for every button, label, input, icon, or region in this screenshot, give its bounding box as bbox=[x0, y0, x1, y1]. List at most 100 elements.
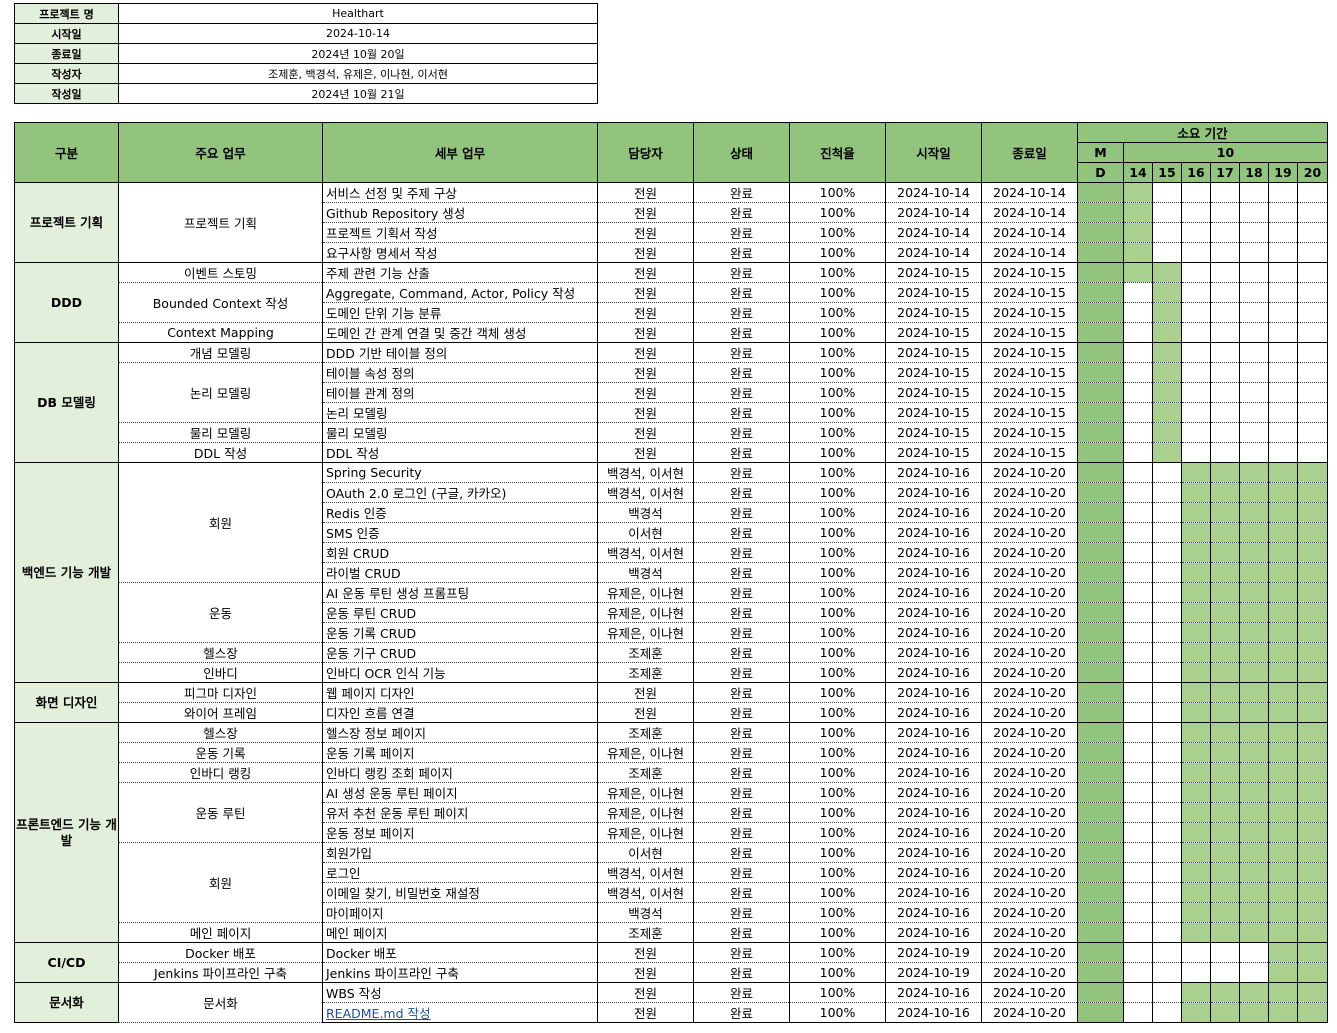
detail-task-cell: 라이벌 CRUD bbox=[322, 562, 598, 583]
end-date-cell: 2024-10-20 bbox=[981, 502, 1078, 523]
detail-task-cell: Docker 배포 bbox=[322, 942, 598, 963]
task-row: Bounded Context 작성 Aggregate, Command, Ac… bbox=[15, 282, 1328, 323]
status-cell: 완료 bbox=[693, 402, 790, 423]
owner-cell: 전원 bbox=[597, 362, 694, 383]
main-task-cell: 메인 페이지 bbox=[118, 922, 323, 943]
gantt-empty-cell bbox=[1123, 1002, 1153, 1023]
gantt-empty-cell bbox=[1123, 822, 1153, 843]
gantt-d-cell bbox=[1077, 502, 1124, 523]
gantt-empty-cell bbox=[1152, 922, 1182, 943]
detail-task-cell: Github Repository 생성 bbox=[322, 202, 598, 223]
task-row: 논리 모델링 테이블 속성 정의 전원 완료 100% 2024-10-15 2024-10… bbox=[15, 362, 1328, 423]
progress-cell: 100% bbox=[789, 362, 886, 383]
detail-task-cell: 메인 페이지 bbox=[322, 922, 598, 943]
detail-task-cell: AI 운동 루틴 생성 프롬프팅 bbox=[322, 582, 598, 603]
progress-cell: 100% bbox=[789, 862, 886, 883]
gantt-bar-cell bbox=[1210, 822, 1240, 843]
gantt-empty-cell bbox=[1239, 322, 1269, 343]
start-date-cell: 2024-10-16 bbox=[885, 842, 982, 863]
gantt-bar-cell bbox=[1297, 782, 1328, 803]
detail-task-cell: DDL 작성 bbox=[322, 442, 598, 463]
end-date-cell: 2024-10-20 bbox=[981, 1002, 1078, 1023]
gantt-bar-cell bbox=[1210, 662, 1240, 683]
detail-task-text: 요구사항 명세서 작성 bbox=[326, 246, 438, 261]
gantt-d-cell bbox=[1077, 222, 1124, 243]
detail-task-cell: 운동 기록 페이지 bbox=[322, 742, 598, 763]
status-cell: 완료 bbox=[693, 222, 790, 243]
gantt-empty-cell bbox=[1239, 402, 1269, 423]
gantt-bar-cell bbox=[1268, 862, 1298, 883]
progress-cell: 100% bbox=[789, 282, 886, 303]
gantt-bar-cell bbox=[1210, 1002, 1240, 1023]
progress-cell: 100% bbox=[789, 982, 886, 1003]
gantt-empty-cell bbox=[1123, 902, 1153, 923]
gantt-bar-cell bbox=[1297, 462, 1328, 483]
gantt-empty-cell bbox=[1152, 482, 1182, 503]
gantt-empty-cell bbox=[1210, 182, 1240, 203]
detail-task-text: AI 생성 운동 루틴 페이지 bbox=[326, 786, 458, 801]
progress-cell: 100% bbox=[789, 722, 886, 743]
status-cell: 완료 bbox=[693, 742, 790, 763]
gantt-empty-cell bbox=[1123, 302, 1153, 323]
gantt-bar-cell bbox=[1152, 442, 1182, 463]
header-period: 소요 기간 bbox=[1077, 122, 1328, 143]
detail-task-cell: AI 생성 운동 루틴 페이지 bbox=[322, 782, 598, 803]
gantt-bar-cell bbox=[1297, 642, 1328, 663]
gantt-bar-cell bbox=[1239, 762, 1269, 783]
gantt-bar-cell bbox=[1181, 582, 1211, 603]
detail-task-cell: 이메일 찾기, 비밀번호 재설정 bbox=[322, 882, 598, 903]
info-label: 작성자 bbox=[14, 63, 119, 84]
gantt-empty-cell bbox=[1268, 182, 1298, 203]
progress-cell: 100% bbox=[789, 322, 886, 343]
gantt-empty-cell bbox=[1152, 582, 1182, 603]
gantt-bar-cell bbox=[1152, 362, 1182, 383]
detail-task-text: Redis 인증 bbox=[326, 506, 387, 521]
gantt-empty-cell bbox=[1210, 202, 1240, 223]
gantt-empty-cell bbox=[1239, 442, 1269, 463]
gantt-bar-cell bbox=[1210, 762, 1240, 783]
main-task-cell: 이벤트 스토밍 bbox=[118, 262, 323, 283]
gantt-bar-cell bbox=[1297, 662, 1328, 683]
progress-cell: 100% bbox=[789, 842, 886, 863]
gantt-empty-cell bbox=[1123, 502, 1153, 523]
task-row: DDL 작성 DDL 작성 전원 완료 100% 2024-10-15 2024-10-15 bbox=[15, 442, 1328, 463]
header-day: 16 bbox=[1181, 162, 1211, 183]
gantt-empty-cell bbox=[1268, 402, 1298, 423]
detail-task-cell: 운동 기록 CRUD bbox=[322, 622, 598, 643]
gantt-empty-cell bbox=[1123, 982, 1153, 1003]
gantt-d-cell bbox=[1077, 422, 1124, 443]
header-detail-task: 세부 업무 bbox=[322, 122, 598, 183]
gantt-bar-cell bbox=[1239, 722, 1269, 743]
gantt-d-cell bbox=[1077, 842, 1124, 863]
main-task-cell: 개념 모델링 bbox=[118, 342, 323, 363]
task-row: 백엔드 기능 개발 회원 Spring Security 백경석, 이서현 완료 100%… bbox=[14, 462, 1328, 683]
gantt-empty-cell bbox=[1181, 402, 1211, 423]
gantt-bar-cell bbox=[1239, 1002, 1269, 1023]
start-date-cell: 2024-10-16 bbox=[885, 762, 982, 783]
gantt-bar-cell bbox=[1268, 662, 1298, 683]
gantt-empty-cell bbox=[1152, 242, 1182, 263]
gantt-bar-cell bbox=[1239, 842, 1269, 863]
gantt-bar-cell bbox=[1297, 862, 1328, 883]
end-date-cell: 2024-10-15 bbox=[981, 322, 1078, 343]
gantt-d-cell bbox=[1077, 282, 1124, 303]
gantt-empty-cell bbox=[1181, 962, 1211, 983]
gantt-empty-cell bbox=[1123, 842, 1153, 863]
readme-link[interactable]: README.md 작성 bbox=[326, 1006, 431, 1021]
status-cell: 완료 bbox=[693, 622, 790, 643]
gantt-bar-cell bbox=[1297, 902, 1328, 923]
detail-task-cell[interactable]: README.md 작성 bbox=[322, 1002, 598, 1023]
progress-cell: 100% bbox=[789, 502, 886, 523]
gantt-bar-cell bbox=[1239, 862, 1269, 883]
gantt-empty-cell bbox=[1123, 722, 1153, 743]
task-row: 마이페이지 백경석 완료 100% 2024-10-16 2024-10-20 bbox=[15, 902, 1328, 923]
gantt-bar-cell bbox=[1123, 202, 1153, 223]
gantt-empty-cell bbox=[1123, 862, 1153, 883]
main-task-cell: 운동 기록 bbox=[118, 742, 323, 763]
gantt-bar-cell bbox=[1268, 562, 1298, 583]
gantt-d-cell bbox=[1077, 582, 1124, 603]
end-date-cell: 2024-10-14 bbox=[981, 222, 1078, 243]
gantt-empty-cell bbox=[1239, 222, 1269, 243]
gantt-d-cell bbox=[1077, 722, 1124, 743]
detail-task-text: 도메인 간 관계 연결 및 중간 객체 생성 bbox=[326, 326, 527, 341]
